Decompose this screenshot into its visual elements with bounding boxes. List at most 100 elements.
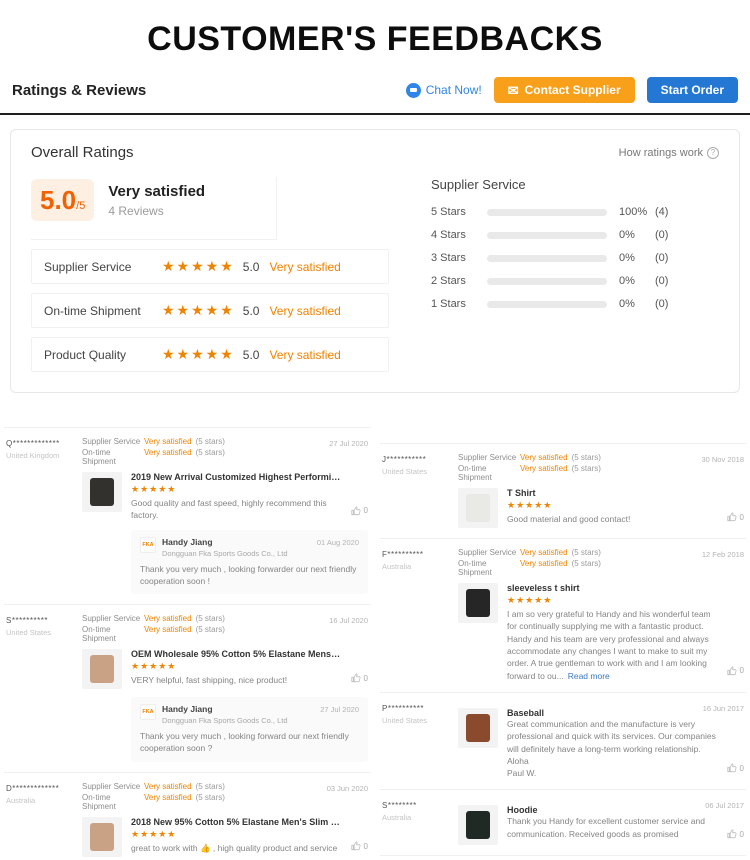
review-products: Baseball Great communication and the man…: [458, 707, 744, 780]
product-thumbnail[interactable]: [458, 707, 498, 748]
review-rating-label: On-time Shipment: [458, 464, 492, 482]
helpful-count: 0: [739, 829, 744, 839]
read-more-link[interactable]: Read more: [567, 670, 610, 681]
reviewer-country: United States: [382, 467, 428, 476]
reply-author: Handy Jiang: [162, 704, 213, 715]
star-rating-icons: ★★★★★: [162, 302, 235, 318]
reviewer-info: F********** Australia: [382, 548, 458, 682]
review-rating-stars: (5 stars): [195, 782, 225, 792]
review-body: 27 Jul 2020 Supplier Service Very satisf…: [82, 437, 368, 595]
chat-now-label: Chat Now!: [425, 83, 482, 97]
helpful-button[interactable]: 0: [727, 666, 744, 676]
reviewer-info: S********** United States: [6, 614, 82, 762]
review-ratings: Supplier Service Very satisfied (5 stars…: [458, 548, 744, 577]
review-rating-line: Supplier Service Very satisfied (5 stars…: [82, 437, 368, 446]
product-title-link[interactable]: Hoodie: [507, 805, 538, 816]
review-rating-stars: (5 stars): [195, 793, 225, 803]
overall-score-label: Very satisfied: [108, 183, 206, 200]
product-thumbnail[interactable]: [82, 472, 122, 512]
product-title-link[interactable]: 2018 New 95% Cotton 5% Elastane Men's Sl…: [131, 817, 342, 828]
review-ratings: Supplier Service Very satisfied (5 stars…: [82, 782, 368, 811]
star-rating-icons: ★★★★★: [162, 346, 235, 362]
rating-row-status: Very satisfied: [269, 303, 341, 318]
review-text: VERY helpful, fast shipping, nice produc…: [131, 675, 288, 686]
product-title-link[interactable]: T Shirt: [507, 488, 536, 498]
contact-supplier-button[interactable]: ✉ Contact Supplier: [493, 77, 635, 103]
review-products: sleeveless t shirt ★★★★★ I am so very gr…: [458, 583, 744, 682]
breakdown-label: 3 Stars: [431, 252, 466, 264]
rating-row-score: 5.0: [242, 303, 260, 318]
breakdown-label: 1 Stars: [431, 298, 466, 310]
review-rating-stars: (5 stars): [195, 437, 225, 446]
review-rating-line: On-time Shipment Very satisfied (5 stars…: [82, 448, 368, 466]
question-circle-icon: ?: [707, 146, 719, 159]
supplier-reply: 27 Jul 2020 FKA Handy Jiang Dongguan Fka…: [131, 697, 368, 763]
breakdown-count: (4): [655, 206, 669, 218]
product-image: [466, 713, 490, 742]
helpful-button[interactable]: 0: [727, 763, 744, 773]
product-thumbnail[interactable]: [82, 649, 122, 690]
reply-text: Thank you very much , looking forwarder …: [140, 563, 357, 586]
review-rating-value: Very satisfied: [144, 437, 192, 446]
review-rating-value: Very satisfied: [144, 625, 192, 635]
supplier-reply: 01 Aug 2020 FKA Handy Jiang Dongguan Fka…: [131, 529, 368, 595]
chat-now-link[interactable]: Chat Now!: [405, 82, 482, 98]
breakdown-percent: 0%: [619, 252, 635, 264]
helpful-count: 0: [739, 763, 744, 773]
review-card: D************* Australia 03 Jun 2020 Sup…: [4, 772, 370, 860]
overall-score: 5.0: [40, 185, 77, 215]
review-rating-line: On-time Shipment Very satisfied (5 stars…: [458, 464, 744, 482]
breakdown-bar-track: [487, 208, 607, 216]
product-title-link[interactable]: OEM Wholesale 95% Cotton 5% Elastane Men…: [131, 649, 342, 660]
breakdown-label: 5 Stars: [431, 206, 466, 218]
review-rating-line: Supplier Service Very satisfied (5 stars…: [458, 548, 744, 557]
product-thumbnail[interactable]: [458, 488, 498, 528]
review-text: Thank you Handy for excellent customer s…: [507, 816, 705, 839]
rating-row-label: Supplier Service: [44, 259, 132, 274]
chat-icon: [405, 82, 421, 98]
breakdown-row-3-stars: 3 Stars 0% (0): [431, 252, 719, 264]
start-order-button[interactable]: Start Order: [646, 77, 738, 103]
reviews-column-left: Q************* United Kingdom 27 Jul 202…: [4, 427, 370, 860]
product-image: [90, 823, 114, 852]
product-image: [466, 811, 490, 840]
product-image: [90, 478, 114, 506]
rating-row-score: 5.0: [242, 347, 260, 362]
product-thumbnail[interactable]: [458, 805, 498, 846]
reviews-column-right: J*********** United States 30 Nov 2018 S…: [380, 427, 746, 860]
product-title-link[interactable]: Baseball: [507, 707, 545, 718]
overall-ratings-title: Overall Ratings: [31, 144, 134, 161]
product-thumbnail[interactable]: [82, 817, 122, 858]
start-order-label: Start Order: [660, 83, 724, 97]
helpful-button[interactable]: 0: [351, 841, 368, 851]
review-date: 27 Jul 2020: [329, 439, 368, 448]
rating-row-score: 5.0: [242, 259, 260, 274]
rating-row-ontime-shipment: On-time Shipment ★★★★★ 5.0 Very satisfie…: [31, 293, 389, 328]
helpful-button[interactable]: 0: [727, 512, 744, 522]
product-thumbnail[interactable]: [458, 583, 498, 623]
product-title-link[interactable]: sleeveless t shirt: [507, 583, 580, 593]
thumbs-up-icon: [727, 666, 736, 675]
review-body: 16 Jul 2020 Supplier Service Very satisf…: [82, 614, 368, 763]
review-rating-value: Very satisfied: [144, 448, 192, 457]
reviewer-name: F**********: [382, 550, 424, 559]
review-ratings: Supplier Service Very satisfied (5 stars…: [82, 437, 368, 466]
reviewed-product: Baseball Great communication and the man…: [458, 707, 744, 780]
thumbs-up-icon: [727, 512, 736, 522]
how-ratings-work-link[interactable]: How ratings work ?: [619, 146, 719, 159]
helpful-button[interactable]: 0: [351, 506, 368, 516]
overall-ratings-panel: Overall Ratings How ratings work ? 5.0/5…: [10, 129, 740, 393]
breakdown-percent: 0%: [619, 229, 635, 241]
review-rating-value: Very satisfied: [144, 614, 192, 624]
product-image: [466, 494, 490, 522]
reviewer-info: Q************* United Kingdom: [6, 437, 82, 594]
review-body: 16 Jun 2017 Baseball Great communication…: [458, 702, 744, 780]
helpful-count: 0: [363, 841, 368, 851]
review-date: 06 Jul 2017: [705, 801, 744, 811]
helpful-button[interactable]: 0: [727, 829, 744, 839]
product-title-link[interactable]: 2019 New Arrival Customized Highest Perf…: [131, 472, 342, 482]
helpful-button[interactable]: 0: [351, 673, 368, 683]
rating-row-label: On-time Shipment: [44, 303, 141, 318]
thumbs-up-icon: [351, 841, 360, 851]
review-body: 12 Feb 2018 Supplier Service Very satisf…: [458, 548, 744, 682]
